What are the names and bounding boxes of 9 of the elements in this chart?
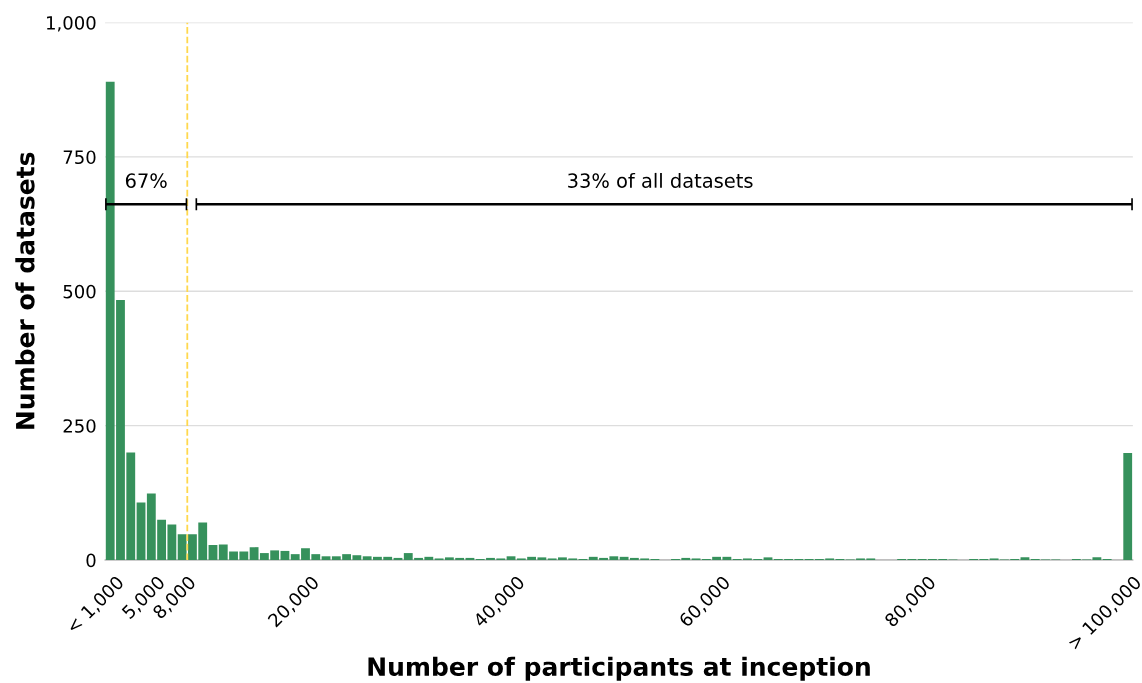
y-tick-label: 0 xyxy=(86,553,96,568)
y-tick-label: 500 xyxy=(63,284,96,299)
y-axis-title: Number of datasets xyxy=(15,152,35,429)
y-tick-label: 1,000 xyxy=(47,16,96,32)
annotation: 33% of all datasets xyxy=(568,172,753,188)
y-tick-label: 250 xyxy=(63,419,96,433)
annotation: 67% xyxy=(125,173,167,188)
y-tick-label: 750 xyxy=(63,150,96,165)
x-axis-title: Number of participants at inception xyxy=(368,656,870,681)
